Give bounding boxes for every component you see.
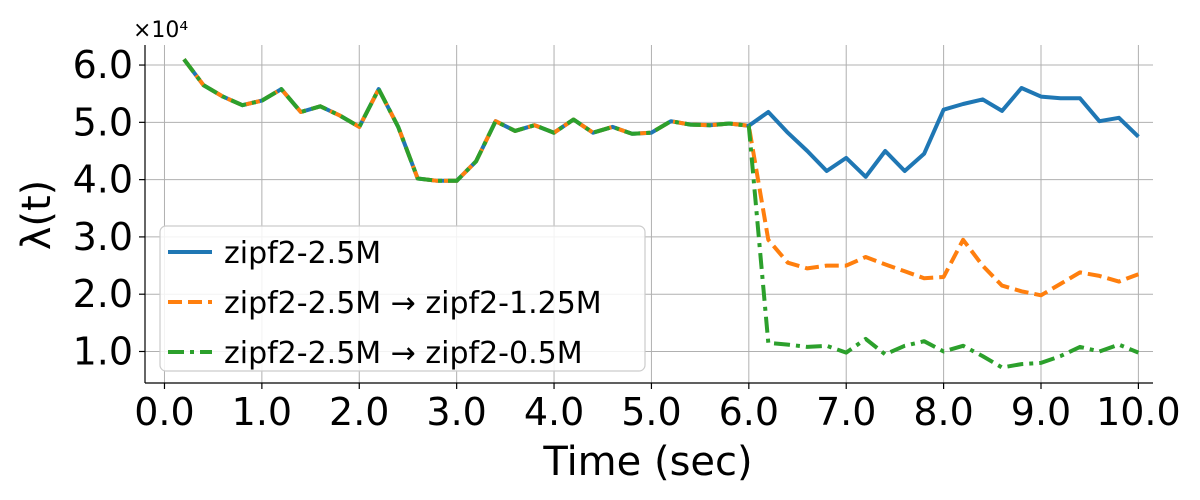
y-tick-label: 1.0 [73, 329, 133, 373]
series-layer [182, 58, 1140, 370]
x-tick-label: 1.0 [232, 390, 292, 434]
series-line-1 [182, 58, 1140, 183]
x-tick-label: 5.0 [621, 390, 681, 434]
x-tick-label: 4.0 [524, 390, 584, 434]
legend: zipf2-2.5M zipf2-2.5M → zipf2-1.25M zipf2-… [159, 225, 646, 372]
y-axis-label: λ(t) [14, 180, 60, 251]
x-tick-label: 0.0 [134, 390, 194, 434]
y-tick-label: 4.0 [73, 158, 133, 202]
y-axis-multiplier: ×10⁴ [133, 18, 188, 43]
axes: 0.0 1.0 2.0 3.0 4.0 5.0 6.0 7.0 8.0 9.0 10.01.02.0… [73, 43, 1181, 434]
x-tick-label: 10.0 [1096, 390, 1181, 434]
x-tick-label: 8.0 [913, 390, 973, 434]
y-tick-label: 2.0 [73, 272, 133, 316]
x-tick-label: 9.0 [1011, 390, 1071, 434]
x-tick-label: 3.0 [426, 390, 486, 434]
series-line-3 [182, 58, 1140, 370]
legend-label-3: zipf2-2.5M → zipf2-0.5M [224, 336, 583, 371]
x-tick-label: 6.0 [719, 390, 779, 434]
legend-label-2: zipf2-2.5M → zipf2-1.25M [224, 286, 602, 321]
y-tick-label: 5.0 [73, 100, 133, 144]
y-tick-label: 3.0 [73, 215, 133, 259]
legend-box [159, 225, 646, 372]
legend-label-1: zipf2-2.5M [224, 236, 381, 271]
y-tick-label: 6.0 [73, 43, 133, 87]
x-tick-label: 7.0 [816, 390, 876, 434]
x-axis-label: Time (sec) [542, 439, 752, 485]
x-tick-label: 2.0 [329, 390, 389, 434]
